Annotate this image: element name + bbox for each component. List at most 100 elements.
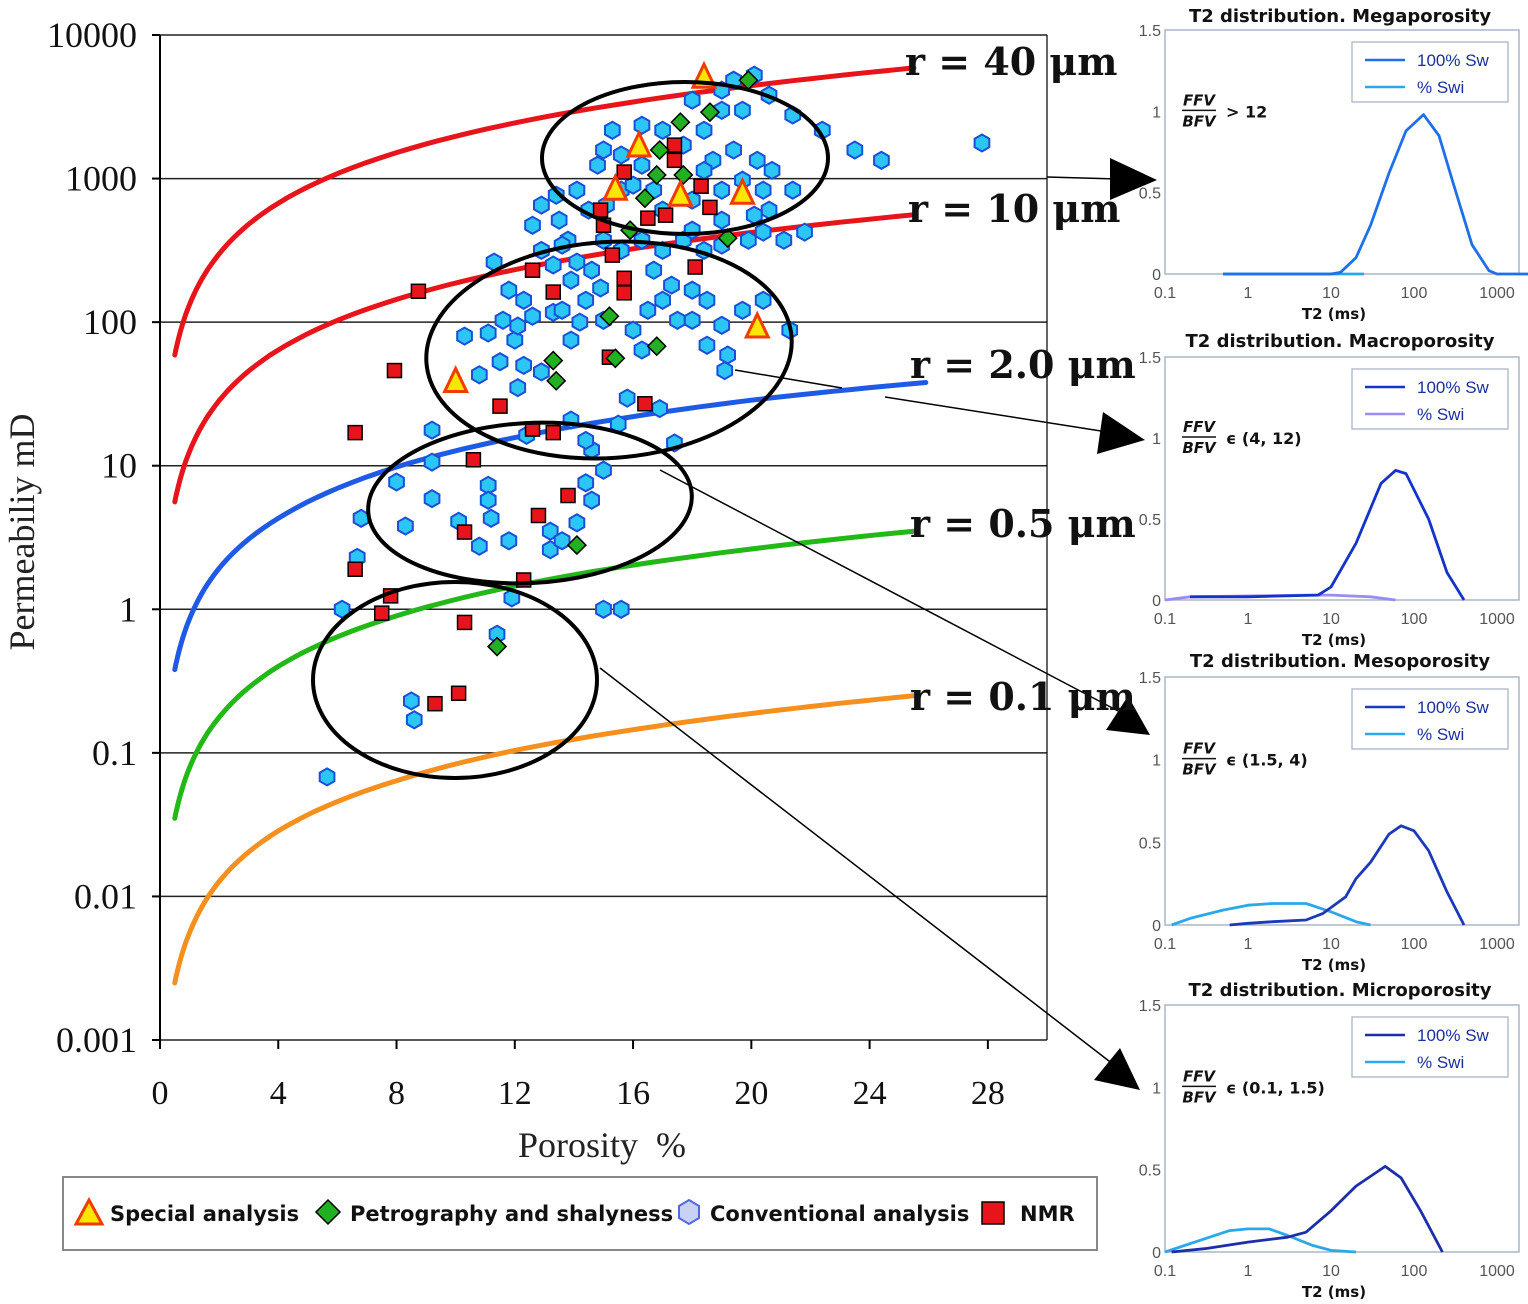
nmr-point xyxy=(592,202,609,218)
legend-box xyxy=(1351,41,1509,103)
conventional-point xyxy=(740,230,757,250)
legend-label: 100% Sw xyxy=(1417,698,1490,717)
label-r05: r = 0.5 μm xyxy=(910,501,1136,546)
conventional-point xyxy=(725,140,742,160)
arrowhead-macroporosity xyxy=(1097,412,1145,454)
permeability-porosity-chart: 0.001 0.01 0.1 1 10 100 1000 10000 0 4 8 12 16 20 24 28… xyxy=(2,15,1157,1165)
t2-panel-mesoporosity: T2 distribution. Mesoporosity 0 0.5 1 1.5 0.1… xyxy=(1139,651,1520,974)
conventional-point xyxy=(544,255,562,275)
conventional-point xyxy=(506,330,524,350)
y-tick-label: 0 xyxy=(1152,1245,1161,1262)
conventional-point xyxy=(388,472,405,492)
conventional-point xyxy=(639,300,657,320)
y-axis-label: Permeabiliy mD xyxy=(2,414,42,651)
legend-box xyxy=(1351,368,1509,430)
x-tick-label: 10 xyxy=(1322,285,1340,302)
conventional-point xyxy=(482,508,500,528)
conventional-point xyxy=(713,210,731,230)
conventional-point xyxy=(695,160,713,181)
legend-diamond-icon xyxy=(314,1198,342,1226)
petrography-point xyxy=(646,164,667,185)
petrography-point xyxy=(599,306,620,327)
curve-r40 xyxy=(172,65,917,358)
petrography-point xyxy=(673,164,694,185)
legend-conventional-analysis: Conventional analysis xyxy=(710,1202,969,1226)
special-analysis-point xyxy=(743,310,771,339)
conventional-point xyxy=(583,260,600,280)
conventional-point xyxy=(562,330,580,350)
label-r2: r = 2.0 μm xyxy=(910,342,1136,387)
legend-square-icon xyxy=(981,1201,1005,1225)
series-line xyxy=(1190,469,1466,601)
conventional-point xyxy=(471,365,488,385)
conventional-point xyxy=(846,140,864,160)
x-tick-label: 1 xyxy=(1244,611,1253,628)
conventional-point xyxy=(509,316,527,336)
x-tick-label: 10 xyxy=(1322,611,1340,628)
series-line xyxy=(1223,113,1528,276)
ratio-denominator: BFV xyxy=(1182,761,1217,779)
x-axis-label: T2 (ms) xyxy=(1302,956,1366,974)
conventional-point xyxy=(568,513,586,533)
x-tick-label: 0.1 xyxy=(1154,1263,1176,1280)
petrography-point xyxy=(649,139,670,161)
panel-title: T2 distribution. Microporosity xyxy=(1189,980,1492,1001)
conventional-point xyxy=(973,133,991,153)
conventional-point xyxy=(533,195,550,215)
ratio-denominator: BFV xyxy=(1182,112,1217,130)
y-tick-label: 0.001 xyxy=(56,1020,137,1060)
legend-label: 100% Sw xyxy=(1417,378,1490,397)
conventional-point xyxy=(734,300,751,320)
conventional-point xyxy=(595,140,612,160)
y-tick-label: 100 xyxy=(83,302,137,342)
conventional-point xyxy=(423,420,441,440)
nmr-point xyxy=(456,614,473,631)
conventional-point xyxy=(589,155,606,175)
ratio-numerator: FFV xyxy=(1183,91,1216,109)
conventional-point xyxy=(633,115,651,135)
petrography-point xyxy=(646,336,667,357)
conventional-point xyxy=(654,120,671,140)
y-tick-label: 1000 xyxy=(65,159,137,199)
conventional-point xyxy=(633,155,651,175)
legend-box xyxy=(62,1176,1098,1251)
conventional-point xyxy=(550,210,568,230)
ratio-numerator: FFV xyxy=(1183,740,1216,758)
conventional-point xyxy=(604,120,621,140)
arrowhead-microporosity xyxy=(1094,1048,1140,1090)
megaporosity-ellipse xyxy=(540,80,830,236)
nmr-point xyxy=(545,284,561,300)
panel-legend: 100% Sw % Swi xyxy=(1351,688,1509,750)
legend-label: % Swi xyxy=(1417,78,1464,97)
legend-nmr: NMR xyxy=(1020,1202,1075,1226)
ratio-condition: ϵ (0.1, 1.5) xyxy=(1226,1078,1325,1097)
t2-panel-macroporosity: T2 distribution. Macroporosity 0 0.5 1 1.5 0.… xyxy=(1139,331,1520,649)
x-tick-label: 20 xyxy=(734,1075,768,1112)
conventional-point xyxy=(669,310,686,330)
nmr-point xyxy=(545,424,561,441)
ratio-numerator: FFV xyxy=(1183,418,1216,436)
legend-label: % Swi xyxy=(1417,725,1464,744)
legend-label: % Swi xyxy=(1417,1053,1464,1072)
y-tick-label: 0.01 xyxy=(74,876,137,916)
conventional-point xyxy=(494,310,512,330)
conventional-point xyxy=(571,312,589,332)
connector-arrows xyxy=(599,158,1157,1090)
label-r40: r = 40 μm xyxy=(905,39,1117,84)
y-tick-label: 0.5 xyxy=(1139,186,1161,203)
y-tick-label: 1 xyxy=(1152,753,1161,770)
conventional-point xyxy=(515,290,532,310)
nmr-point xyxy=(374,605,390,621)
curve-r10 xyxy=(172,212,917,505)
x-axis-label: Porosity % xyxy=(518,1125,686,1165)
x-tick-label: 12 xyxy=(498,1075,532,1112)
conventional-point xyxy=(763,160,781,181)
panel-legend: 100% Sw % Swi xyxy=(1351,368,1509,430)
label-r01: r = 0.1 μm xyxy=(910,674,1136,719)
conventional-point xyxy=(734,100,751,120)
arrowhead-mesoporosity xyxy=(1106,696,1150,735)
nmr-point xyxy=(465,452,482,468)
petrography-point xyxy=(546,370,567,391)
conventional-point xyxy=(618,388,636,408)
legend-hexagon-icon xyxy=(678,1198,700,1226)
